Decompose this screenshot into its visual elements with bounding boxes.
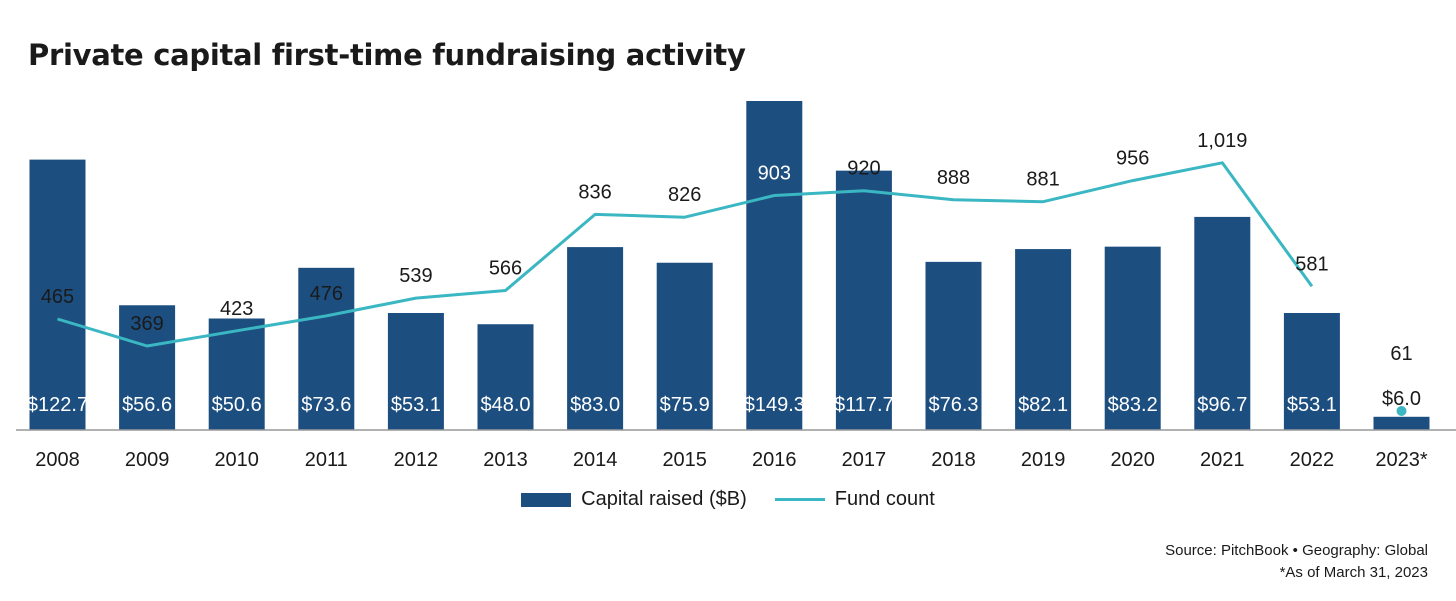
bar-label-2019: $82.1 <box>1018 394 1068 416</box>
x-tick-2014: 2014 <box>573 449 618 471</box>
bar-2020 <box>1104 246 1161 430</box>
bar-label-2022: $53.1 <box>1287 394 1337 416</box>
x-axis-ticks: 2008 2009 2010 2011 2012 2013 2014 2015 2016 2017… <box>35 449 1428 471</box>
bar-label-2016: $149.3 <box>744 394 805 416</box>
bar-label-2011: $73.6 <box>301 394 351 416</box>
x-tick-2010: 2010 <box>214 449 259 471</box>
bar-2010 <box>208 318 265 430</box>
bar-label-2015: $75.9 <box>660 394 710 416</box>
legend-item-fund-count: Fund count <box>774 488 935 511</box>
line-series <box>57 161 1407 416</box>
bar-label-2017: $117.7 <box>834 394 894 416</box>
x-tick-2020: 2020 <box>1110 449 1155 471</box>
bar-label-2013: $48.0 <box>480 394 530 416</box>
bar-2018 <box>925 261 982 430</box>
legend: Capital raised ($B) Fund count <box>0 488 1456 511</box>
bar-label-2018: $76.3 <box>928 394 978 416</box>
x-tick-2022: 2022 <box>1290 449 1335 471</box>
bar-label-2023: $6.0 <box>1382 388 1421 410</box>
source-line: Source: PitchBook • Geography: Global <box>1165 542 1428 559</box>
bar-2023 <box>1373 416 1430 430</box>
line-label-2017: 920 <box>847 158 880 180</box>
line-label-2012: 539 <box>399 265 432 287</box>
bar-value-labels: $122.7 $56.6 $50.6 $73.6 $53.1 $48.0 $83.0 $75.… <box>27 388 1421 416</box>
legend-bar-label: Capital raised ($B) <box>581 488 747 510</box>
line-label-2010: 423 <box>220 298 253 320</box>
line-label-2009: 369 <box>130 313 163 335</box>
bar-2019 <box>1015 249 1072 430</box>
fund-count-point-2023 <box>1396 406 1407 416</box>
x-tick-2012: 2012 <box>394 449 439 471</box>
bar-2021 <box>1194 216 1251 430</box>
bar-2011 <box>298 267 355 430</box>
line-label-2023: 61 <box>1390 343 1412 365</box>
x-tick-2013: 2013 <box>483 449 528 471</box>
bar-label-2008: $122.7 <box>27 394 88 416</box>
x-tick-2023: 2023* <box>1375 449 1427 471</box>
line-label-2016: 903 <box>758 163 791 185</box>
bar-label-2020: $83.2 <box>1108 394 1158 416</box>
x-tick-2011: 2011 <box>305 449 348 471</box>
fund-count-line <box>57 161 1314 348</box>
line-label-2018: 888 <box>937 167 970 189</box>
bar-2008 <box>29 159 86 430</box>
line-label-2015: 826 <box>668 184 701 206</box>
bar-2015 <box>656 262 713 430</box>
bar-2009 <box>119 305 176 430</box>
combo-chart: $122.7 $56.6 $50.6 $73.6 $53.1 $48.0 $83.0 $75.… <box>16 101 1456 471</box>
bar-series <box>29 101 1430 431</box>
legend-item-capital: Capital raised ($B) <box>521 488 747 511</box>
x-tick-2015: 2015 <box>662 449 707 471</box>
bar-2016 <box>746 101 803 430</box>
line-label-2011: 476 <box>310 283 343 305</box>
line-label-2013: 566 <box>489 258 522 280</box>
x-tick-2021: 2021 <box>1200 449 1245 471</box>
footnote-line: *As of March 31, 2023 <box>1279 564 1428 581</box>
legend-line-label: Fund count <box>834 488 935 510</box>
x-tick-2008: 2008 <box>35 449 80 471</box>
line-label-2021: 1,019 <box>1197 130 1247 152</box>
legend-bar-swatch <box>521 492 572 507</box>
line-label-2020: 956 <box>1116 148 1149 170</box>
line-label-2008: 465 <box>41 286 74 308</box>
bar-label-2021: $96.7 <box>1197 394 1247 416</box>
bar-2017 <box>835 170 892 431</box>
x-tick-2019: 2019 <box>1021 449 1066 471</box>
x-tick-2018: 2018 <box>931 449 976 471</box>
line-label-2022: 581 <box>1295 253 1328 275</box>
line-label-2019: 881 <box>1026 169 1059 191</box>
chart-title: Private capital first-time fundraising a… <box>28 38 746 72</box>
x-tick-2009: 2009 <box>125 449 170 471</box>
legend-line-swatch <box>774 498 825 501</box>
bar-2022 <box>1283 312 1340 430</box>
bar-label-2014: $83.0 <box>570 394 620 416</box>
bar-2012 <box>387 312 444 430</box>
x-tick-2017: 2017 <box>842 449 887 471</box>
x-tick-2016: 2016 <box>752 449 797 471</box>
bar-2014 <box>567 247 624 430</box>
source-note: Source: PitchBook • Geography: Global *A… <box>1165 540 1428 584</box>
bar-label-2010: $50.6 <box>212 394 262 416</box>
bar-label-2009: $56.6 <box>122 394 172 416</box>
line-value-labels: 465 369 423 476 539 566 836 826 903 920 888 881 956 1… <box>41 130 1413 365</box>
bar-2013 <box>477 324 534 430</box>
bar-label-2012: $53.1 <box>391 394 441 416</box>
line-label-2014: 836 <box>578 181 611 203</box>
